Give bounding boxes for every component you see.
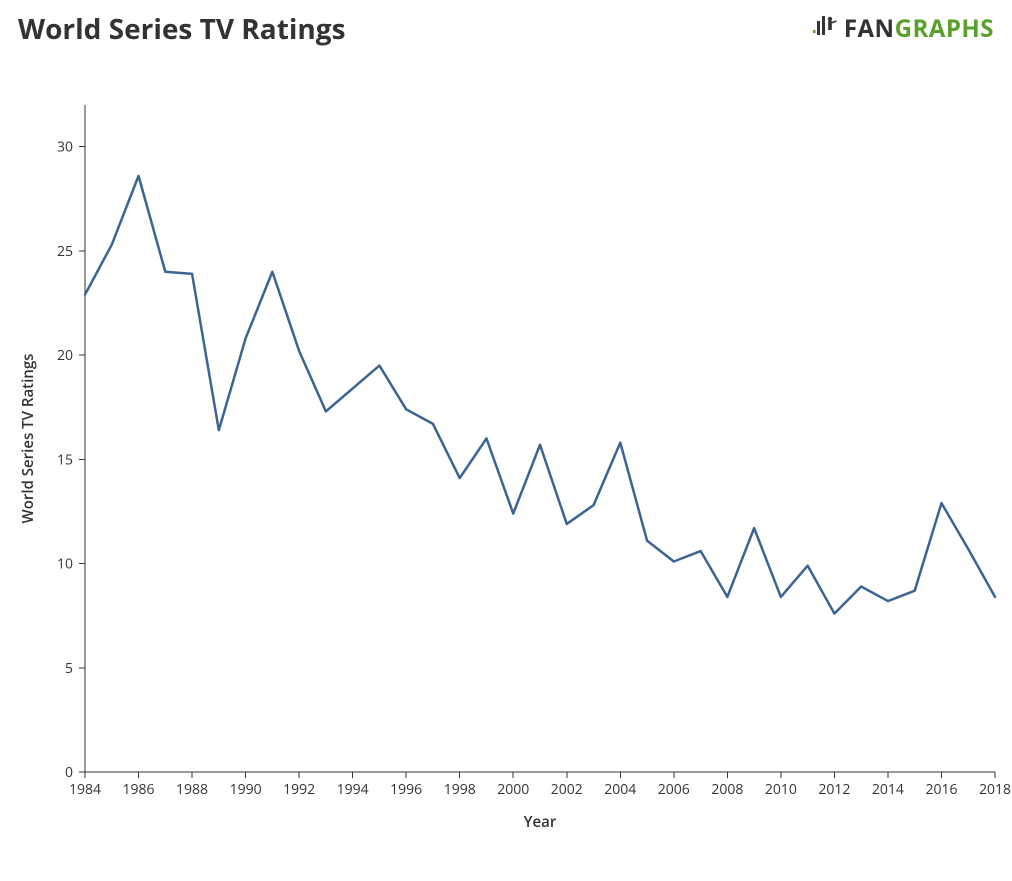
- svg-text:1990: 1990: [230, 780, 262, 799]
- svg-text:2004: 2004: [604, 780, 636, 799]
- svg-text:1998: 1998: [444, 780, 476, 799]
- svg-text:2012: 2012: [818, 780, 850, 799]
- svg-text:1984: 1984: [69, 780, 101, 799]
- svg-text:2014: 2014: [872, 780, 904, 799]
- svg-text:2018: 2018: [979, 780, 1011, 799]
- chart-container: World Series TV Ratings FANGRAPHS 198419…: [0, 0, 1012, 881]
- svg-text:1986: 1986: [123, 780, 155, 799]
- svg-text:25: 25: [57, 242, 73, 261]
- svg-text:1988: 1988: [176, 780, 208, 799]
- svg-text:5: 5: [65, 659, 73, 678]
- ratings-line: [85, 176, 995, 614]
- svg-text:World Series TV Ratings: World Series TV Ratings: [18, 354, 38, 524]
- svg-text:2002: 2002: [551, 780, 583, 799]
- svg-text:0: 0: [65, 763, 73, 782]
- svg-text:10: 10: [57, 555, 73, 574]
- svg-text:1992: 1992: [283, 780, 315, 799]
- svg-text:20: 20: [57, 346, 73, 365]
- svg-text:2006: 2006: [658, 780, 690, 799]
- svg-text:2016: 2016: [925, 780, 957, 799]
- svg-text:1996: 1996: [390, 780, 422, 799]
- line-chart: 1984198619881990199219941996199820002002…: [0, 0, 1012, 881]
- svg-text:Year: Year: [524, 812, 557, 832]
- svg-text:1994: 1994: [337, 780, 369, 799]
- svg-text:2010: 2010: [765, 780, 797, 799]
- svg-text:15: 15: [57, 450, 73, 469]
- svg-text:2008: 2008: [711, 780, 743, 799]
- svg-text:30: 30: [57, 138, 73, 157]
- svg-text:2000: 2000: [497, 780, 529, 799]
